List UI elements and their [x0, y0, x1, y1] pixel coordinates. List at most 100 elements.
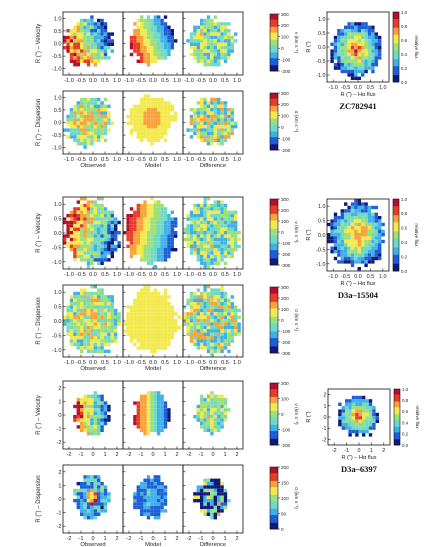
map-panel-dispersion-observed: -2 -1 0 1 2 2 1 0 -1 -2 [57, 464, 124, 542]
halpha-y-tick-label: 0.5 [318, 219, 326, 225]
colorbar-tick-label: 50 [281, 511, 287, 516]
colorbar-tick-label: 0 [281, 412, 284, 417]
x-tick-label: -1 [139, 536, 144, 542]
y-tick-label: -1 [57, 427, 62, 433]
halpha-x-tick-label: 2 [382, 448, 385, 454]
colorbar-label: σ (km s⁻¹) [293, 309, 299, 331]
x-tick-label: 2 [115, 452, 118, 458]
halpha-x-axis-label: R (") – Hα flux [341, 455, 376, 461]
x-tick-label: 2 [175, 536, 178, 542]
halpha-x-tick-label: -1 [344, 448, 349, 454]
row-label-dispersion: R (") – Dispersion [36, 475, 42, 522]
map-panel-velocity-observed: -1.0 -0.5 0.0 0.5 1.01.00.50.0-0.5-1.0 [52, 196, 124, 278]
halpha-colorbar-tick-label: 1.0 [401, 10, 408, 15]
y-tick-label: 0.5 [54, 108, 62, 114]
x-tick-label: -1 [199, 452, 204, 458]
map-panel-velocity-model: -2 -1 0 1 2 [122, 380, 184, 458]
x-tick-label: 0 [91, 452, 94, 458]
column-label-difference: Difference [200, 163, 226, 169]
x-tick-label: -0.5 [136, 157, 146, 163]
x-tick-label: 0 [211, 452, 214, 458]
dispersion-colorbar: 200 150 100 50 0 σ (km s⁻¹) [269, 465, 299, 532]
x-tick-label: 0.5 [101, 272, 109, 278]
halpha-x-tick-label: -1.0 [329, 85, 338, 91]
x-tick-label: 1 [223, 536, 226, 542]
halpha-y-tick-label: 0 [324, 415, 327, 421]
colorbar-tick-label: -200 [281, 443, 291, 448]
colorbar-tick-label: -100 [281, 136, 291, 141]
map-panel-velocity-model: -1.0 -0.5 0.0 0.5 1.0 [122, 196, 184, 278]
colorbar-tick-label: 100 [281, 219, 289, 224]
halpha-x-tick-label: -2 [332, 448, 337, 454]
x-tick-label: 1.0 [173, 157, 181, 163]
y-tick-label: -2 [57, 440, 62, 446]
colorbar-label: v (km s⁻¹) [293, 403, 299, 425]
x-tick-label: -0.5 [76, 360, 86, 366]
halpha-y-axis-label: R (") [306, 41, 312, 52]
colorbar-tick-label: 200 [281, 208, 289, 213]
x-tick-label: -1.0 [64, 360, 74, 366]
colorbar-tick-label: 200 [281, 381, 289, 386]
x-tick-label: 0.5 [101, 78, 109, 84]
colorbar-tick-label: -200 [281, 69, 291, 74]
x-tick-label: 0.5 [161, 360, 169, 366]
halpha-flux-panel: -1.0 -0.5 0.0 0.5 1.01.00.50.0-0.5-1.0R (") … [306, 11, 390, 98]
halpha-colorbar-tick-label: 0.0 [402, 443, 409, 448]
halpha-x-tick-label: -0.5 [341, 85, 350, 91]
x-tick-label: 1.0 [173, 272, 181, 278]
x-tick-label: -1.0 [124, 157, 134, 163]
x-tick-label: -2 [187, 452, 192, 458]
x-tick-label: -2 [187, 536, 192, 542]
x-tick-label: -0.5 [196, 78, 206, 84]
halpha-x-tick-label: 0 [358, 448, 361, 454]
halpha-x-tick-label: -1.0 [329, 274, 338, 280]
y-tick-label: 0.5 [54, 29, 62, 35]
x-tick-label: 1 [163, 536, 166, 542]
x-tick-label: 0.5 [221, 360, 229, 366]
map-panel-dispersion-difference: -1.0 -0.5 0.0 0.5 1.0 [182, 284, 244, 366]
x-tick-label: 1 [103, 452, 106, 458]
colorbar-tick-label: -100 [281, 57, 291, 62]
x-tick-label: -1.0 [64, 78, 74, 84]
map-panel-dispersion-observed: -1.0 -0.5 0.0 0.5 1.01.00.50.0-0.5-1.0 [52, 284, 124, 366]
halpha-x-tick-label: 0.0 [354, 85, 362, 91]
x-tick-label: -1.0 [64, 272, 74, 278]
x-tick-label: 0.5 [221, 78, 229, 84]
y-tick-label: 1.0 [54, 16, 62, 22]
x-tick-label: 0 [211, 536, 214, 542]
x-tick-label: -2 [127, 536, 132, 542]
map-panel-dispersion-difference: -2 -1 0 1 2 [182, 464, 244, 542]
galaxy-name: D3a–6397 [341, 464, 378, 474]
halpha-x-axis-label: R (") – Hα flux [340, 281, 375, 287]
x-tick-label: 1.0 [233, 78, 241, 84]
colorbar-tick-label: 100 [281, 114, 289, 119]
halpha-colorbar-tick-label: 0.6 [401, 38, 408, 43]
x-tick-label: -1.0 [184, 78, 194, 84]
halpha-y-tick-label: 1.0 [318, 17, 326, 23]
map-panel-velocity-difference: -1.0 -0.5 0.0 0.5 1.0 [182, 196, 244, 278]
x-tick-label: 0.0 [89, 272, 97, 278]
colorbar-tick-label: 200 [281, 465, 289, 470]
x-tick-label: -1.0 [124, 272, 134, 278]
y-tick-label: 0.5 [54, 217, 62, 223]
map-panel-dispersion-model: -1.0 -0.5 0.0 0.5 1.0 [122, 284, 184, 366]
map-panel-velocity-observed: -1.0 -0.5 0.0 0.5 1.01.00.50.0-0.5-1.0 [52, 11, 124, 84]
halpha-y-tick-label: -1.0 [316, 73, 325, 79]
x-tick-label: -2 [67, 536, 72, 542]
x-tick-label: 2 [115, 536, 118, 542]
x-tick-label: -1 [199, 536, 204, 542]
column-label-difference: Difference [200, 542, 226, 547]
colorbar-tick-label: 100 [281, 35, 289, 40]
halpha-colorbar-tick-label: 0.8 [401, 211, 408, 216]
colorbar-tick-label: 100 [281, 396, 289, 401]
map-panel-velocity-model: -1.0 -0.5 0.0 0.5 1.0 [122, 11, 184, 84]
halpha-colorbar-tick-label: 0.4 [401, 52, 408, 57]
x-tick-label: 0.0 [149, 78, 157, 84]
velocity-colorbar: 200 100 0 -100 -200 v (km s⁻¹) [269, 381, 299, 448]
x-tick-label: -1.0 [184, 272, 194, 278]
x-tick-label: 0.5 [221, 157, 229, 163]
galaxy-name: D3a–15504 [338, 290, 379, 300]
halpha-colorbar-tick-label: 1.0 [402, 387, 409, 392]
y-tick-label: -0.5 [52, 54, 62, 60]
column-label-model: Model [145, 366, 161, 372]
